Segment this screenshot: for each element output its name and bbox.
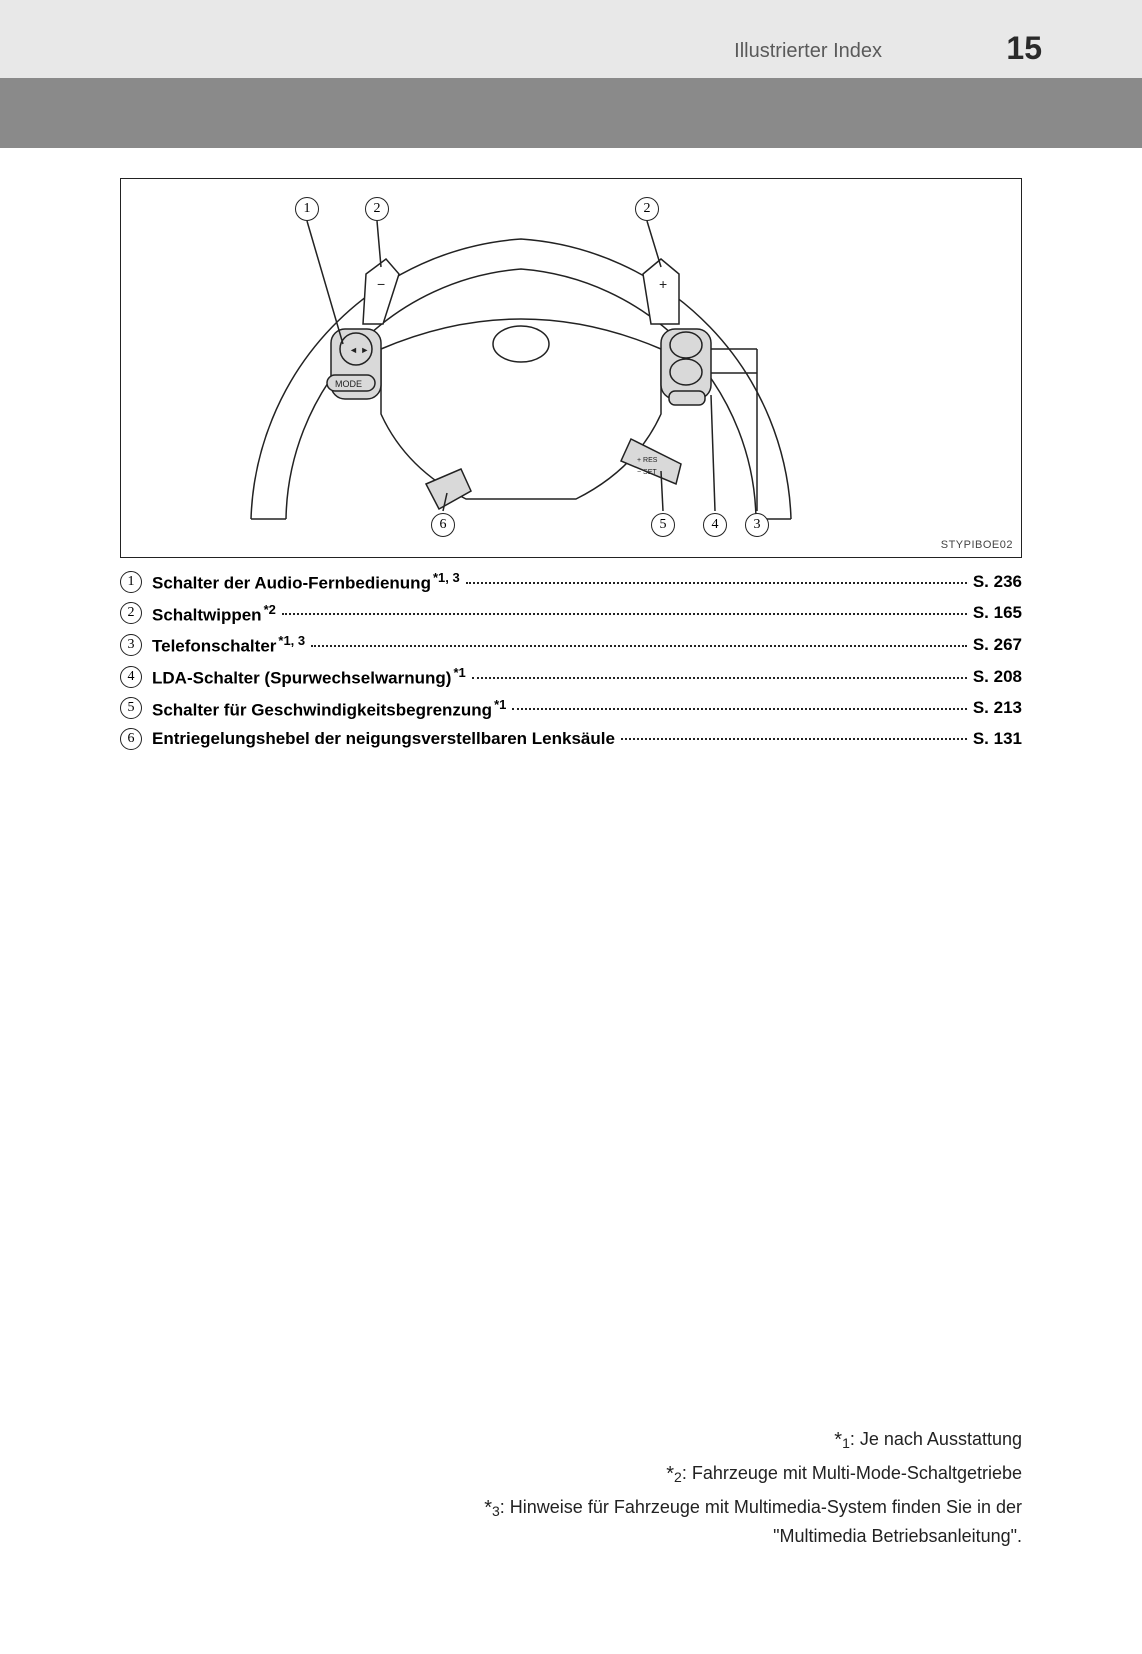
footnotes: *1: Je nach Ausstattung *2: Fahrzeuge mi…	[484, 1421, 1022, 1554]
svg-text:−: −	[377, 276, 385, 292]
diagram-code: STYPIBOE02	[941, 539, 1013, 551]
leader-dots	[472, 677, 967, 679]
footnote-row: *3: Hinweise für Fahrzeuge mit Multimedi…	[484, 1493, 1022, 1550]
callout-4: 4	[703, 513, 727, 537]
leader-dots	[621, 738, 967, 740]
legend-page: S. 208	[973, 667, 1022, 687]
steering-wheel-diagram: ◄ ► MODE − + + RES − SET	[120, 178, 1022, 558]
legend-page: S. 267	[973, 635, 1022, 655]
svg-text:+: +	[659, 276, 667, 292]
star-icon: *	[666, 1463, 674, 1485]
svg-text:MODE: MODE	[335, 379, 362, 389]
leader-dots	[311, 645, 967, 647]
legend-page: S. 131	[973, 729, 1022, 749]
footnote-num: 3	[492, 1503, 500, 1519]
legend-row: 3 Telefonschalter*1, 3 S. 267	[120, 633, 1022, 657]
legend-row: 4 LDA-Schalter (Spurwechselwarnung)*1 S.…	[120, 665, 1022, 689]
legend-label: Schalter für Geschwindigkeitsbegrenzung*…	[152, 697, 506, 721]
callout-1: 1	[295, 197, 319, 221]
page-number: 15	[1006, 30, 1042, 67]
legend-num: 1	[120, 571, 142, 593]
legend-sup: *1	[453, 665, 465, 680]
callout-2b: 2	[635, 197, 659, 221]
svg-text:+ RES: + RES	[637, 457, 658, 464]
legend-page: S. 213	[973, 698, 1022, 718]
legend-label: LDA-Schalter (Spurwechselwarnung)*1	[152, 665, 466, 689]
legend-row: 2 Schaltwippen*2 S. 165	[120, 602, 1022, 626]
legend-page: S. 165	[973, 603, 1022, 623]
footnote-row: *2: Fahrzeuge mit Multi-Mode-Schaltgetri…	[484, 1459, 1022, 1489]
header-title: Illustrierter Index	[734, 40, 882, 63]
footnote-row: *1: Je nach Ausstattung	[484, 1425, 1022, 1455]
legend-row: 6 Entriegelungshebel der neigungsverstel…	[120, 728, 1022, 750]
steering-wheel-svg: ◄ ► MODE − + + RES − SET	[121, 179, 1021, 559]
star-icon: *	[834, 1429, 842, 1451]
svg-text:− SET: − SET	[637, 469, 657, 476]
legend-sup: *1	[494, 697, 506, 712]
gray-band	[0, 78, 1142, 148]
footnote-text: : Je nach Ausstattung	[850, 1429, 1022, 1449]
legend-num: 4	[120, 666, 142, 688]
footnote-num: 2	[674, 1469, 682, 1485]
leader-dots	[282, 613, 967, 615]
star-icon: *	[484, 1497, 492, 1519]
callout-6: 6	[431, 513, 455, 537]
legend-num: 3	[120, 634, 142, 656]
callout-3: 3	[745, 513, 769, 537]
legend-num: 5	[120, 697, 142, 719]
legend-num: 2	[120, 602, 142, 624]
legend-num: 6	[120, 728, 142, 750]
legend-list: 1 Schalter der Audio-Fernbedienung*1, 3 …	[120, 570, 1022, 750]
callout-5: 5	[651, 513, 675, 537]
legend-row: 5 Schalter für Geschwindigkeitsbegrenzun…	[120, 697, 1022, 721]
legend-sup: *2	[264, 602, 276, 617]
legend-row: 1 Schalter der Audio-Fernbedienung*1, 3 …	[120, 570, 1022, 594]
content-area: ◄ ► MODE − + + RES − SET	[0, 148, 1142, 750]
callout-2a: 2	[365, 197, 389, 221]
header-bar: Illustrierter Index 15	[0, 0, 1142, 78]
legend-label: Schaltwippen*2	[152, 602, 276, 626]
svg-text:◄ ►: ◄ ►	[349, 345, 369, 355]
legend-page: S. 236	[973, 572, 1022, 592]
legend-sup: *1, 3	[433, 570, 460, 585]
footnote-text: : Fahrzeuge mit Multi-Mode-Schaltgetrieb…	[682, 1463, 1022, 1483]
legend-label: Telefonschalter*1, 3	[152, 633, 305, 657]
leader-dots	[466, 582, 967, 584]
legend-label: Schalter der Audio-Fernbedienung*1, 3	[152, 570, 460, 594]
leader-dots	[512, 708, 966, 710]
footnote-text: : Hinweise für Fahrzeuge mit Multimedia-…	[500, 1497, 1022, 1546]
legend-sup: *1, 3	[278, 633, 305, 648]
footnote-num: 1	[842, 1435, 850, 1451]
legend-label: Entriegelungshebel der neigungsverstellb…	[152, 729, 615, 749]
